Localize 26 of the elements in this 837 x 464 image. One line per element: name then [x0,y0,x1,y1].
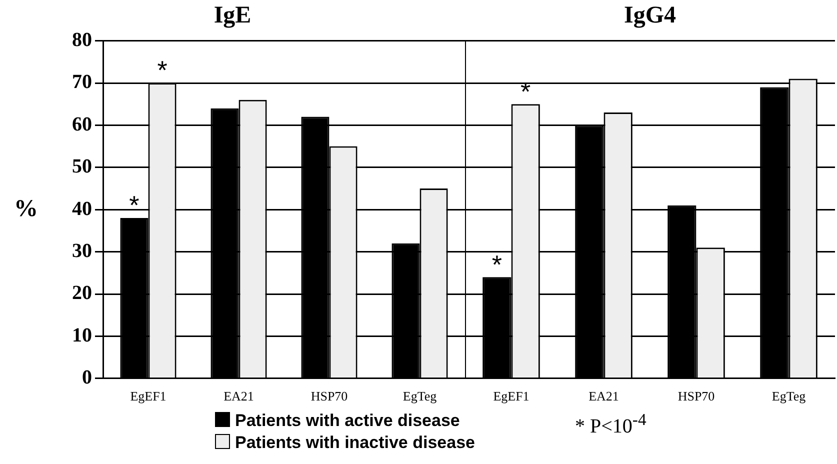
y-tick-label: 70 [72,71,92,94]
legend-label: Patients with active disease [235,411,460,430]
chart-title: IgE [214,2,252,29]
x-tick-label: EA21 [224,388,254,404]
annotation: * [492,249,502,280]
y-tick-label: 20 [72,282,92,304]
x-tick-label: HSP70 [310,388,348,404]
x-tick-label: EgEF1 [493,388,530,404]
y-tick-label: 60 [72,113,92,136]
annotation: * [129,190,140,220]
text: * P<10$^{-4}$ [575,410,646,439]
y-axis-title: % [14,196,38,222]
y-tick-label: 80 [72,28,92,51]
x-tick-label: EgTeg [772,388,806,404]
y-tick-label: 30 [72,240,92,262]
annotation: * [157,55,168,86]
y-tick-label: 40 [72,198,92,220]
y-tick-label: 10 [72,324,92,346]
x-tick-label: EgTeg [402,388,438,404]
x-tick-label: HSP70 [678,388,715,404]
chart-title: IgG4 [624,2,676,29]
legend-label: Patients with inactive disease [235,433,475,452]
x-tick-label: EA21 [588,388,619,404]
y-tick-label: 50 [72,156,92,178]
x-tick-label: EgEF1 [130,388,166,404]
y-tick-label: 0 [82,366,92,389]
